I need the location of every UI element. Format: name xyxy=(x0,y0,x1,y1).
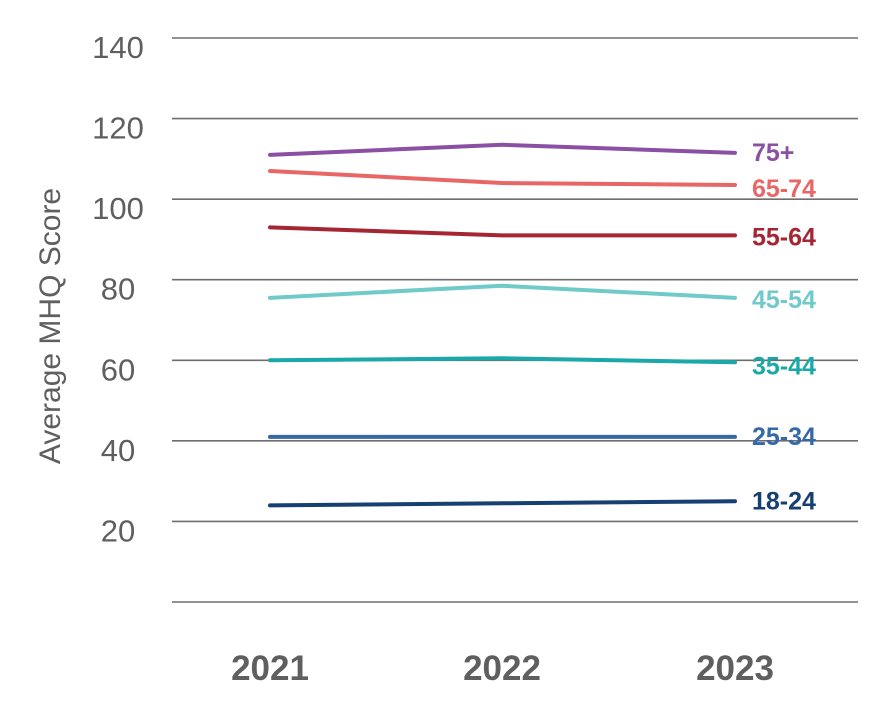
y-tick-label: 60 xyxy=(101,352,135,387)
series-line-65-74 xyxy=(268,168,737,188)
series-label-55-64: 55-64 xyxy=(752,223,816,251)
series-line-45-54 xyxy=(268,283,737,300)
series-label-18-24: 18-24 xyxy=(752,487,816,515)
series-label-65-74: 65-74 xyxy=(752,175,816,203)
y-tick-label: 120 xyxy=(92,111,144,146)
series-label-25-34: 25-34 xyxy=(752,423,816,451)
y-tick-label: 140 xyxy=(92,30,144,65)
series-lines xyxy=(268,142,737,508)
series-label-75+: 75+ xyxy=(752,139,794,167)
y-tick-label: 20 xyxy=(101,513,135,548)
series-label-35-44: 35-44 xyxy=(752,352,816,380)
y-tick-label: 100 xyxy=(92,191,144,226)
y-tick-label: 80 xyxy=(101,272,135,307)
x-axis-ticks: 2021 2022 2023 xyxy=(231,649,774,688)
y-tick-label: 40 xyxy=(101,433,135,468)
series-line-18-24 xyxy=(268,499,737,508)
y-axis-ticks: 20 40 60 80 100 120 140 xyxy=(92,30,144,548)
x-tick-label: 2022 xyxy=(463,649,541,688)
series-label-45-54: 45-54 xyxy=(752,286,816,314)
series-line-55-64 xyxy=(268,225,737,238)
series-labels: 75+ 65-74 55-64 45-54 35-44 25-34 18-24 xyxy=(752,139,816,515)
series-line-35-44 xyxy=(268,356,737,365)
x-tick-label: 2021 xyxy=(231,649,309,688)
grid xyxy=(172,37,858,603)
y-axis-label: Average MHQ Score xyxy=(34,188,67,464)
series-line-75+ xyxy=(268,142,737,157)
x-tick-label: 2023 xyxy=(696,649,774,688)
